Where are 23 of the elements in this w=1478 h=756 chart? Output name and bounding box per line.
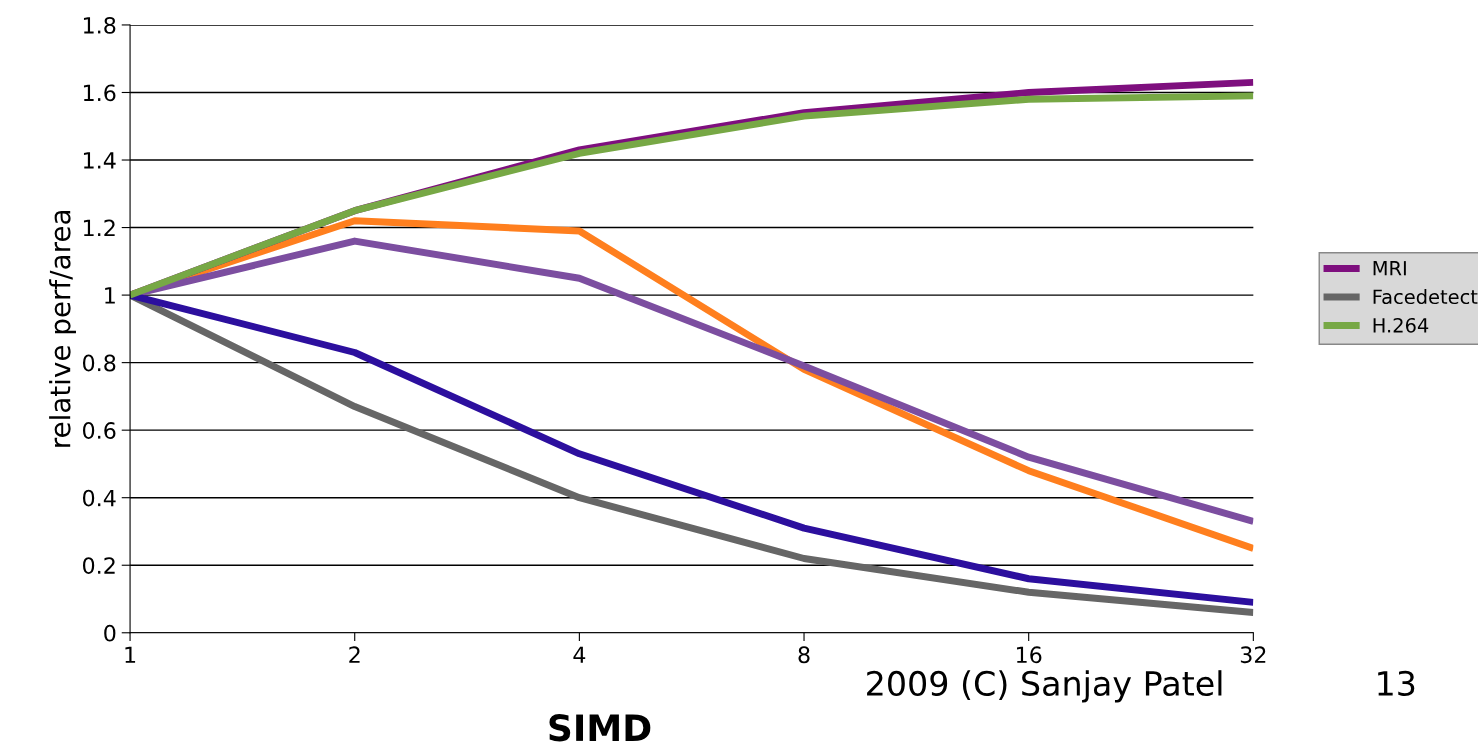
text: 13 <box>1378 670 1415 696</box>
x-tick-label: 32 <box>1240 646 1266 664</box>
y-tick-label: 0.4 <box>82 489 116 507</box>
y-tick-label: 1.8 <box>83 16 116 34</box>
y-tick-label: 0.2 <box>82 557 115 574</box>
x-tick-label: 1 <box>125 646 136 663</box>
x-tick-label: 16 <box>1016 646 1042 664</box>
x-tick-label: 2 <box>349 646 360 663</box>
y-tick-label: 1.4 <box>83 152 116 169</box>
y-tick-label: 0.8 <box>82 354 116 372</box>
x-tick-label: 8 <box>798 646 810 664</box>
x-tick-label: 4 <box>573 646 586 663</box>
legend-label: MRI <box>1373 261 1406 276</box>
y-tick-label: 1 <box>105 287 115 304</box>
y-tick-label: 1.2 <box>83 219 115 236</box>
y-tick-label: 1.6 <box>83 84 116 102</box>
y-axis-title: relative perf/area <box>49 210 76 447</box>
y-tick-label: 0.6 <box>82 422 116 439</box>
text: SIMD <box>549 714 651 742</box>
text: 2009 (C) Sanjay Patel <box>867 670 1222 703</box>
y-tick-label: 0 <box>104 624 116 642</box>
legend-label: Facedetect <box>1373 289 1478 305</box>
legend-label: H.264 <box>1373 317 1429 333</box>
